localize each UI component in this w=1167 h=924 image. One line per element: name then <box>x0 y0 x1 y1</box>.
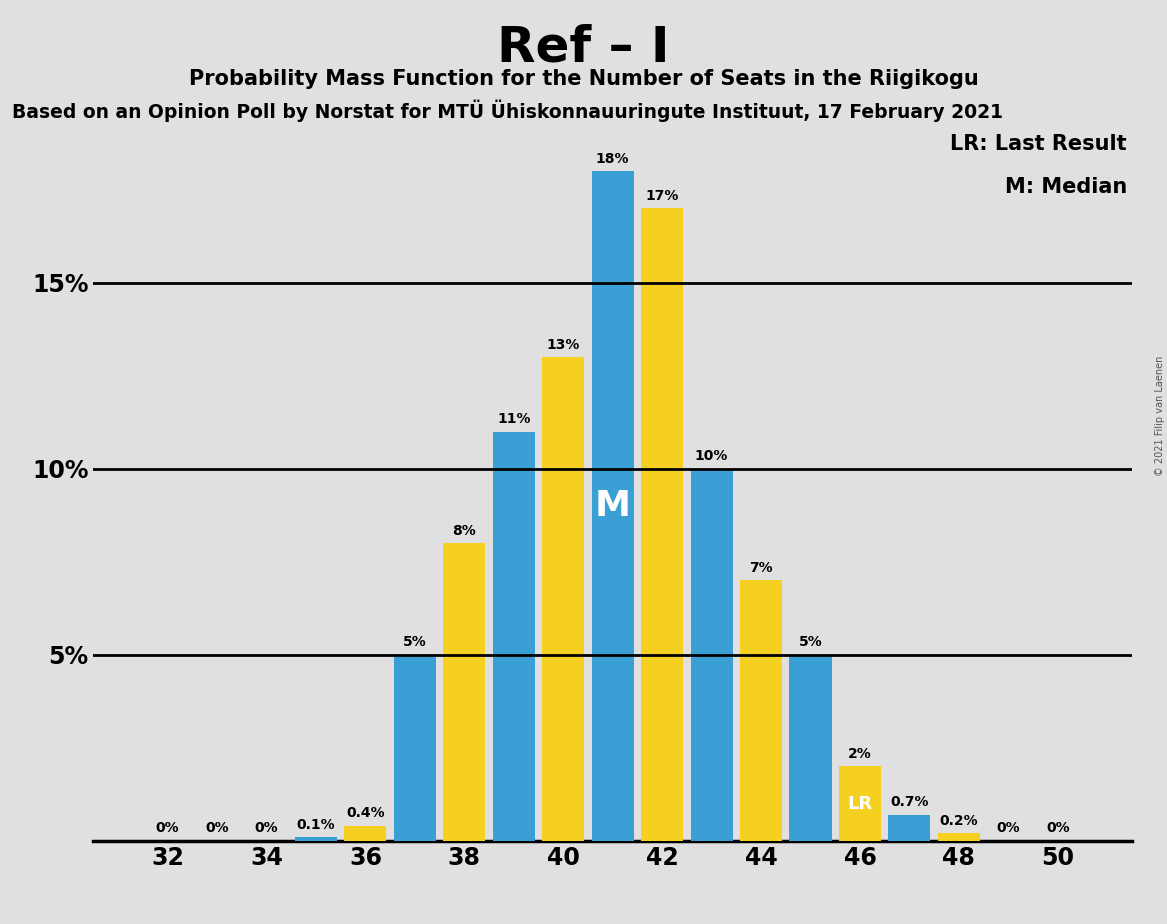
Bar <box>543 358 585 841</box>
Text: © 2021 Filip van Laenen: © 2021 Filip van Laenen <box>1154 356 1165 476</box>
Bar <box>740 580 782 841</box>
Bar <box>295 837 337 841</box>
Text: Probability Mass Function for the Number of Seats in the Riigikogu: Probability Mass Function for the Number… <box>189 69 978 90</box>
Text: 0.2%: 0.2% <box>939 814 978 828</box>
Text: 13%: 13% <box>546 337 580 352</box>
Text: 11%: 11% <box>497 412 531 426</box>
Bar <box>839 766 881 841</box>
Text: 10%: 10% <box>694 449 728 463</box>
Text: 8%: 8% <box>453 524 476 538</box>
Text: 5%: 5% <box>403 636 427 650</box>
Text: LR: Last Result: LR: Last Result <box>950 134 1127 153</box>
Text: 0%: 0% <box>155 821 180 835</box>
Text: 0%: 0% <box>205 821 229 835</box>
Text: 18%: 18% <box>596 152 629 165</box>
Text: 0%: 0% <box>997 821 1020 835</box>
Bar <box>790 655 832 841</box>
Bar <box>888 815 930 841</box>
Text: Based on an Opinion Poll by Norstat for MTÜ Ühiskonnauuringute Instituut, 17 Feb: Based on an Opinion Poll by Norstat for … <box>12 100 1002 122</box>
Bar <box>443 543 485 841</box>
Bar <box>393 655 435 841</box>
Text: 2%: 2% <box>848 747 872 760</box>
Bar <box>344 826 386 841</box>
Text: M: M <box>595 489 630 523</box>
Text: 17%: 17% <box>645 188 679 203</box>
Text: 0%: 0% <box>254 821 278 835</box>
Bar <box>938 833 980 841</box>
Text: M: Median: M: Median <box>1005 177 1127 197</box>
Text: 5%: 5% <box>798 636 823 650</box>
Text: 7%: 7% <box>749 561 773 575</box>
Text: 0.4%: 0.4% <box>347 807 385 821</box>
Text: 0.7%: 0.7% <box>890 796 929 809</box>
Text: 0.1%: 0.1% <box>296 818 335 832</box>
Bar <box>592 171 634 841</box>
Bar <box>691 468 733 841</box>
Text: Ref – I: Ref – I <box>497 23 670 71</box>
Text: 0%: 0% <box>1046 821 1070 835</box>
Bar <box>492 432 534 841</box>
Bar <box>641 209 683 841</box>
Text: LR: LR <box>847 795 873 812</box>
